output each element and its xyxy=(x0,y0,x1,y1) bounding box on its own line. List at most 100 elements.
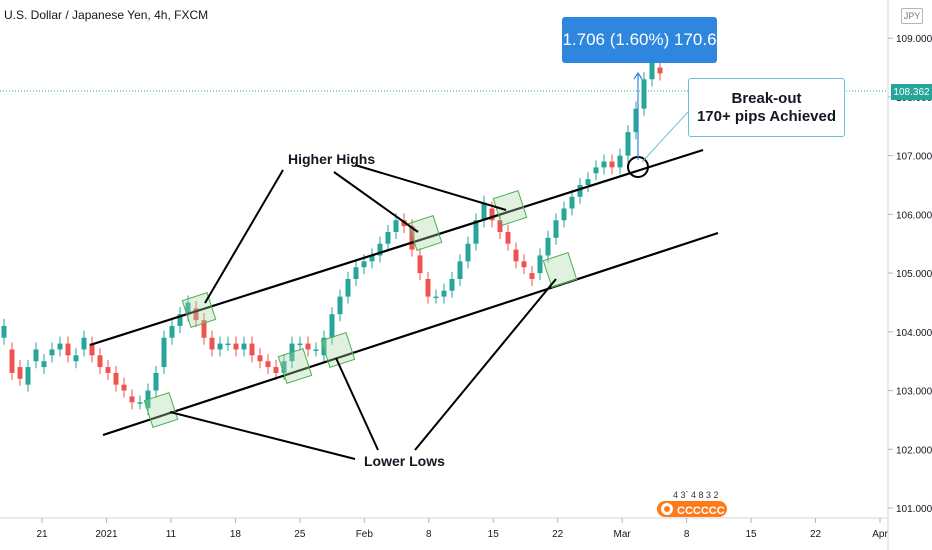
candle-body xyxy=(553,220,559,238)
candle-body xyxy=(321,337,327,356)
breakout-callout: Break-out 170+ pips Achieved xyxy=(688,78,845,137)
candle-body xyxy=(265,361,271,368)
candle-body xyxy=(1,325,7,338)
callout-line-1: Break-out xyxy=(731,89,802,107)
candle-body xyxy=(297,343,303,346)
y-tick-label: 103.000 xyxy=(896,387,932,398)
symbol-title: U.S. Dollar / Japanese Yen, 4h, FXCM xyxy=(4,8,209,22)
candle-body xyxy=(41,361,47,368)
currency-badge[interactable]: JPY xyxy=(901,8,923,24)
candle-body xyxy=(97,355,103,368)
candle-body xyxy=(497,220,503,232)
callout-connector xyxy=(641,111,689,163)
y-tick-label: 102.000 xyxy=(896,445,932,456)
y-tick-label: 101.000 xyxy=(896,504,932,515)
watermark-logo: 4 3` 4 8 3 2 CCCCCC xyxy=(657,490,727,517)
candle-body xyxy=(609,161,615,168)
svg-text:CCCCCC: CCCCCC xyxy=(677,505,725,517)
box-high-1 xyxy=(181,292,217,328)
candle-body xyxy=(233,343,239,350)
x-tick-label: 2021 xyxy=(95,529,118,540)
candle-body xyxy=(249,343,255,356)
candle-body xyxy=(153,372,159,391)
candle-body xyxy=(137,402,143,404)
x-tick-label: 15 xyxy=(488,529,500,540)
swing-boxes xyxy=(143,190,578,428)
box-low-2 xyxy=(277,348,313,384)
candle-body xyxy=(217,343,223,350)
last-price-tag: 108.362 xyxy=(891,84,932,100)
higher-highs-label: Higher Highs xyxy=(288,151,376,167)
candle-body xyxy=(545,237,551,256)
upper-channel-line xyxy=(89,148,704,347)
box-high-2 xyxy=(407,215,443,251)
candle-body xyxy=(161,337,167,368)
candle-body xyxy=(201,320,207,338)
candle-body xyxy=(81,337,87,350)
candle-body xyxy=(457,261,463,279)
candle-body xyxy=(537,255,543,274)
candle-body xyxy=(241,343,247,350)
candle-body xyxy=(441,290,447,297)
candle-body xyxy=(305,343,311,350)
box-high-3 xyxy=(492,190,528,226)
logo-digits: 4 3` 4 8 3 2 xyxy=(673,490,719,500)
candle-body xyxy=(193,308,199,321)
x-tick-label: 22 xyxy=(810,529,822,540)
candle-body xyxy=(625,132,631,156)
candle-body xyxy=(257,355,263,362)
candle-body xyxy=(209,337,215,350)
candle-body xyxy=(425,278,431,297)
candle-body xyxy=(121,384,127,391)
candle-body xyxy=(17,367,23,379)
x-tick-label: Mar xyxy=(614,529,632,540)
candle-body xyxy=(585,179,591,185)
y-tick-label: 109.000 xyxy=(896,34,932,45)
candle-body xyxy=(273,367,279,373)
x-tick-label: Apr xyxy=(872,529,888,540)
candle-body xyxy=(345,278,351,297)
price-axis: 101.000 102.000 103.000 104.000 105.000 106.0… xyxy=(887,0,932,550)
candle-body xyxy=(657,67,663,74)
box-low-1 xyxy=(143,392,179,428)
candle-body xyxy=(89,343,95,356)
candle-body xyxy=(561,208,567,221)
candle-body xyxy=(113,372,119,385)
lower-lows-label: Lower Lows xyxy=(364,453,445,469)
candle-body xyxy=(73,355,79,362)
candle-body xyxy=(313,349,319,351)
measure-label: 1.706 (1.60%) 170.6 xyxy=(562,17,717,63)
box-low-4 xyxy=(542,252,578,288)
candle-body xyxy=(25,367,31,385)
candle-body xyxy=(569,196,575,209)
annotation-connectors xyxy=(169,164,557,460)
y-tick-label: 104.000 xyxy=(896,328,932,339)
candle-body xyxy=(33,349,39,362)
candle-body xyxy=(281,361,287,373)
candle-body xyxy=(465,243,471,262)
y-tick-label: 105.000 xyxy=(896,269,932,280)
candle-body xyxy=(601,161,607,168)
candle-body xyxy=(481,202,487,221)
candle-body xyxy=(377,243,383,256)
candle-body xyxy=(529,273,535,279)
candles xyxy=(1,54,663,416)
candle-body xyxy=(65,343,71,356)
lower-channel-line xyxy=(102,231,719,437)
candle-body xyxy=(337,296,343,315)
candle-body xyxy=(409,226,415,250)
y-tick-label: 107.000 xyxy=(896,152,932,163)
candle-body xyxy=(433,296,439,299)
candle-body xyxy=(369,255,375,262)
candle-body xyxy=(169,325,175,338)
x-tick-label: 8 xyxy=(684,529,690,540)
candle-body xyxy=(177,314,183,326)
time-axis: 21 2021 11 18 25 Feb 8 15 22 Mar 8 15 22 Apr xyxy=(0,517,888,540)
measure-arrow xyxy=(633,71,643,160)
candle-body xyxy=(489,208,495,221)
candle-body xyxy=(57,343,63,350)
y-tick-label: 106.000 xyxy=(896,210,932,221)
candle-body xyxy=(577,185,583,197)
candle-body xyxy=(393,220,399,232)
